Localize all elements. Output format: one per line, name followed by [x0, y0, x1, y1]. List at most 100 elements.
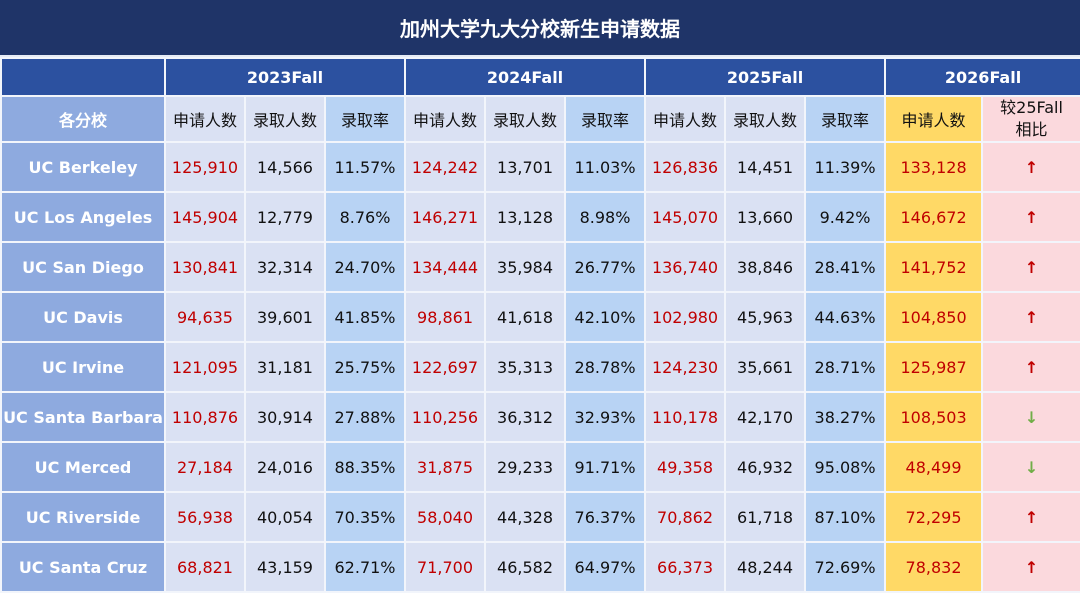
campus-name: UC San Diego: [0, 241, 166, 293]
admitted-2024: 35,313: [484, 341, 567, 393]
applicants-2024: 122,697: [404, 341, 487, 393]
applicants-2024: 98,861: [404, 291, 487, 343]
rate-2025: 87.10%: [804, 491, 887, 543]
applicants-2026: 108,503: [884, 391, 984, 443]
applicants-2024: 134,444: [404, 241, 487, 293]
admitted-2023: 39,601: [244, 291, 326, 343]
trend-arrow-icon: ↑: [981, 141, 1080, 193]
campus-name: UC Santa Cruz: [0, 541, 166, 593]
campus-name: UC Berkeley: [0, 141, 166, 193]
admitted-2024: 29,233: [484, 441, 567, 493]
header-blank: [0, 57, 166, 97]
admitted-2025: 13,660: [724, 191, 807, 243]
admitted-2024: 46,582: [484, 541, 567, 593]
campus-name: UC Davis: [0, 291, 166, 343]
table-row: UC Santa Barbara 110,876 30,914 27.88% 110,2…: [0, 391, 1080, 443]
applicants-2023: 56,938: [164, 491, 246, 543]
rate-2024: 32.93%: [564, 391, 647, 443]
admitted-2023: 40,054: [244, 491, 326, 543]
applicants-2023: 130,841: [164, 241, 246, 293]
rate-2023: 8.76%: [323, 191, 407, 243]
admitted-2024: 35,984: [484, 241, 567, 293]
rate-2025: 95.08%: [804, 441, 887, 493]
rate-2024: 91.71%: [564, 441, 647, 493]
applicants-2026: 141,752: [884, 241, 984, 293]
admitted-2025: 35,661: [724, 341, 807, 393]
applicants-2023: 145,904: [164, 191, 246, 243]
rate-2025: 72.69%: [804, 541, 887, 593]
applicants-2024: 110,256: [404, 391, 487, 443]
applicants-2026: 125,987: [884, 341, 984, 393]
rate-2024: 26.77%: [564, 241, 647, 293]
admitted-header: 录取人数: [724, 95, 807, 143]
compare-header: 较25Fall相比: [981, 95, 1080, 143]
applicants-2026: 146,672: [884, 191, 984, 243]
rate-2024: 64.97%: [564, 541, 647, 593]
admitted-2025: 61,718: [724, 491, 807, 543]
rate-2023: 41.85%: [323, 291, 407, 343]
applicants-header: 申请人数: [164, 95, 246, 143]
admitted-2023: 31,181: [244, 341, 326, 393]
applicants-2024: 71,700: [404, 541, 487, 593]
table-row: UC Berkeley 125,910 14,566 11.57% 124,242 13,…: [0, 141, 1080, 193]
rate-2025: 38.27%: [804, 391, 887, 443]
admitted-2023: 12,779: [244, 191, 326, 243]
trend-arrow-icon: ↑: [981, 291, 1080, 343]
applicants-2026: 104,850: [884, 291, 984, 343]
trend-arrow-icon: ↑: [981, 341, 1080, 393]
campus-name: UC Santa Barbara: [0, 391, 166, 443]
applicants-2024: 146,271: [404, 191, 487, 243]
applicants-2024: 58,040: [404, 491, 487, 543]
table-row: UC Santa Cruz 68,821 43,159 62.71% 71,700 46,…: [0, 541, 1080, 593]
table-title: 加州大学九大分校新生申请数据: [0, 0, 1080, 57]
trend-arrow-icon: ↑: [981, 191, 1080, 243]
admitted-2025: 38,846: [724, 241, 807, 293]
applicants-2025: 102,980: [644, 291, 727, 343]
rate-2023: 70.35%: [323, 491, 407, 543]
admitted-2023: 14,566: [244, 141, 326, 193]
rate-2025: 9.42%: [804, 191, 887, 243]
applicants-2023: 68,821: [164, 541, 246, 593]
table-row: UC Los Angeles 145,904 12,779 8.76% 146,271 1…: [0, 191, 1080, 243]
admitted-2025: 14,451: [724, 141, 807, 193]
table-row: UC Riverside 56,938 40,054 70.35% 58,040 44,3…: [0, 491, 1080, 543]
admitted-2024: 44,328: [484, 491, 567, 543]
applicants-2024: 124,242: [404, 141, 487, 193]
applicants-header: 申请人数: [644, 95, 727, 143]
admitted-2025: 42,170: [724, 391, 807, 443]
applicants-header: 申请人数: [404, 95, 487, 143]
rate-2025: 28.71%: [804, 341, 887, 393]
rate-2023: 62.71%: [323, 541, 407, 593]
year-header-2023: 2023Fall: [163, 57, 407, 97]
applicants-2025: 126,836: [644, 141, 727, 193]
rate-header: 录取率: [804, 95, 887, 143]
rate-2025: 11.39%: [804, 141, 887, 193]
year-header-2026: 2026Fall: [884, 57, 1080, 97]
rate-2024: 42.10%: [564, 291, 647, 343]
applicants-2026: 72,295: [884, 491, 984, 543]
applicants-2023: 94,635: [164, 291, 246, 343]
admitted-header: 录取人数: [484, 95, 567, 143]
applicants-2024: 31,875: [404, 441, 487, 493]
applicants-2025: 145,070: [644, 191, 727, 243]
applicants-2023: 121,095: [164, 341, 246, 393]
rate-header: 录取率: [323, 95, 407, 143]
applicants-2026: 48,499: [884, 441, 984, 493]
admitted-2025: 48,244: [724, 541, 807, 593]
campus-name: UC Riverside: [0, 491, 166, 543]
table-row: UC Merced 27,184 24,016 88.35% 31,875 29,233 9…: [0, 441, 1080, 493]
rate-2024: 11.03%: [564, 141, 647, 193]
campus-name: UC Los Angeles: [0, 191, 166, 243]
rate-2024: 8.98%: [564, 191, 647, 243]
applicants-2025: 49,358: [644, 441, 727, 493]
applicants-2025: 66,373: [644, 541, 727, 593]
admitted-2025: 46,932: [724, 441, 807, 493]
trend-arrow-icon: ↓: [981, 391, 1080, 443]
applicants-2026: 133,128: [884, 141, 984, 193]
rate-2023: 27.88%: [323, 391, 407, 443]
admitted-2025: 45,963: [724, 291, 807, 343]
rate-header: 录取率: [564, 95, 647, 143]
admitted-2024: 13,701: [484, 141, 567, 193]
admitted-2024: 41,618: [484, 291, 567, 343]
trend-arrow-icon: ↑: [981, 241, 1080, 293]
